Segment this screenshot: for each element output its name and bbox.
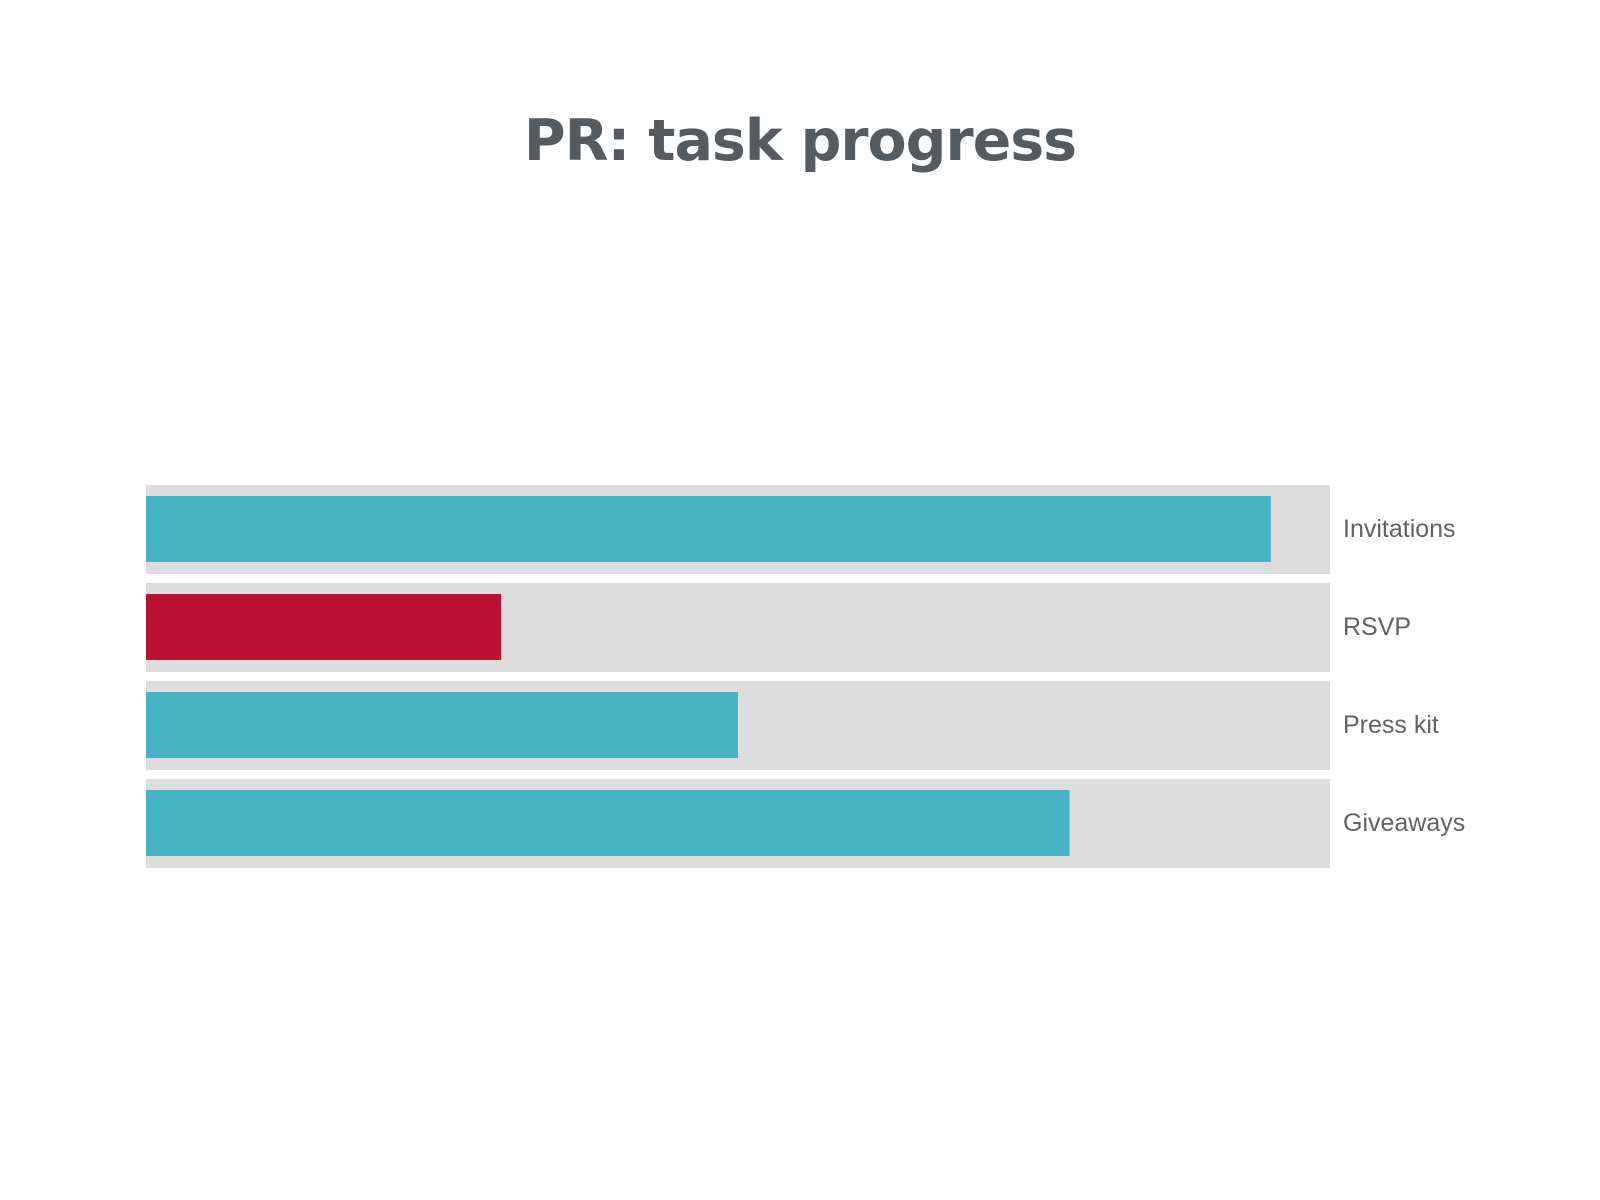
category-label: RSVP <box>1343 613 1411 641</box>
bar-row-rsvp: RSVP <box>146 583 1411 672</box>
bar-row-press-kit: Press kit <box>146 681 1439 770</box>
category-label: Press kit <box>1343 711 1439 739</box>
category-label: Giveaways <box>1343 809 1465 837</box>
bar-giveaways <box>146 790 1070 856</box>
bar-press-kit <box>146 692 738 758</box>
bar-rsvp <box>146 594 502 660</box>
bar-invitations <box>146 496 1271 562</box>
category-label: Invitations <box>1343 515 1456 543</box>
bar-row-giveaways: Giveaways <box>146 779 1465 868</box>
chart-title: PR: task progress <box>523 108 1077 174</box>
bar-row-invitations: Invitations <box>146 485 1456 574</box>
